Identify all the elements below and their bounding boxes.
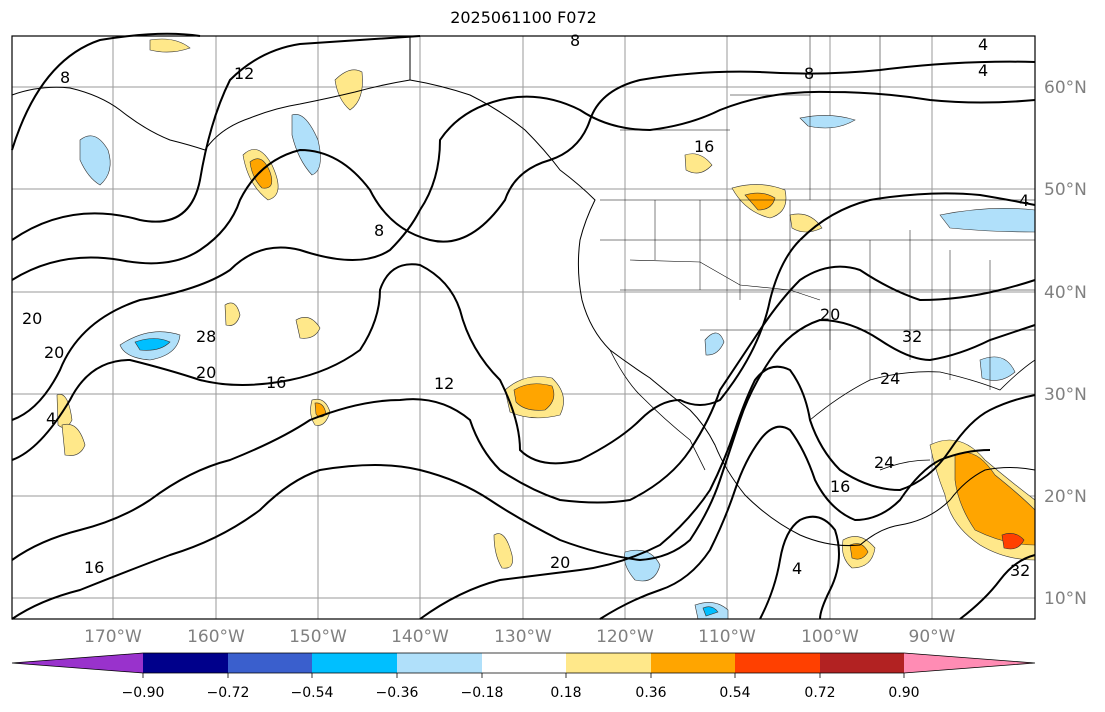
negative-patch <box>704 332 725 356</box>
contour-label: 28 <box>196 327 216 346</box>
colorbar-extend-low <box>12 653 143 673</box>
colorbar-segment <box>735 653 820 673</box>
colorbar: −0.90 −0.72 −0.54 −0.36 −0.18 0.18 0.36 … <box>11 652 1036 701</box>
shaded-fields <box>56 38 1036 620</box>
positive-patch <box>744 192 776 211</box>
contour-label: 4 <box>792 559 802 578</box>
lon-label: 170°W <box>84 627 142 647</box>
contour-label: 8 <box>60 68 70 87</box>
positive-patch <box>61 423 86 456</box>
positive-patch <box>493 533 513 569</box>
contour-label: 4 <box>978 61 988 80</box>
colorbar-tick-label: 0.90 <box>888 685 919 701</box>
lon-label: 110°W <box>698 627 756 647</box>
contour-label: 20 <box>196 363 216 382</box>
colorbar-segment <box>143 653 228 673</box>
lat-label: 40°N <box>1044 283 1087 303</box>
contour-label: 20 <box>820 305 840 324</box>
contour-label: 20 <box>44 343 64 362</box>
lon-label: 130°W <box>494 627 552 647</box>
positive-patch <box>224 302 241 326</box>
map-frame <box>11 35 1036 620</box>
positive-patch <box>295 317 321 339</box>
colorbar-segment <box>397 653 482 673</box>
contour-label: 16 <box>84 558 104 577</box>
lat-label: 30°N <box>1044 385 1087 405</box>
contour-label: 24 <box>880 369 900 388</box>
negative-patch <box>799 115 856 129</box>
lon-label: 150°W <box>289 627 347 647</box>
positive-patch <box>849 543 869 560</box>
lon-label: 160°W <box>187 627 245 647</box>
contour-label: 16 <box>694 137 714 156</box>
contour-label: 32 <box>902 327 922 346</box>
contour-labels: 4 4 4 8 8 8 8 12 12 16 16 16 20 20 20 20… <box>22 31 1030 580</box>
colorbar-segment <box>651 653 735 673</box>
colorbar-tick-label: 0.36 <box>635 685 666 701</box>
lat-label: 60°N <box>1044 78 1087 98</box>
lon-label: 120°W <box>596 627 654 647</box>
graticule <box>12 36 1035 619</box>
colorbar-tick-label: −0.18 <box>461 685 504 701</box>
colorbar-extend-high <box>904 653 1035 673</box>
colorbar-segment <box>566 653 651 673</box>
map-title: 2025061100 F072 <box>450 8 597 27</box>
contour-label: 20 <box>550 553 570 572</box>
contour-label: 8 <box>570 31 580 50</box>
lon-label: 140°W <box>391 627 449 647</box>
contours <box>11 32 1036 620</box>
negative-patch <box>702 606 719 617</box>
colorbar-tick-label: 0.54 <box>719 685 750 701</box>
colorbar-segment <box>482 653 566 673</box>
colorbar-segment <box>312 653 397 673</box>
lat-label: 10°N <box>1044 589 1087 609</box>
colorbar-segment <box>820 653 904 673</box>
colorbar-tick-label: 0.72 <box>804 685 835 701</box>
contour-label: 16 <box>830 477 850 496</box>
negative-patch <box>134 338 171 351</box>
positive-patch <box>513 383 555 411</box>
colorbar-tick-label: −0.72 <box>207 685 250 701</box>
contour-label: 16 <box>266 373 286 392</box>
positive-patch <box>684 153 713 174</box>
negative-patch <box>79 135 111 186</box>
contour-label: 20 <box>22 309 42 328</box>
positive-patch <box>334 69 363 111</box>
colorbar-tick-label: 0.18 <box>550 685 581 701</box>
contour-label: 4 <box>978 35 988 54</box>
colorbar-tick-label: −0.54 <box>291 685 334 701</box>
longitude-labels: 170°W 160°W 150°W 140°W 130°W 120°W 110°… <box>84 627 956 647</box>
contour-label: 8 <box>374 221 384 240</box>
contour-label: 12 <box>234 64 254 83</box>
contour-label: 32 <box>1010 561 1030 580</box>
lon-label: 100°W <box>801 627 859 647</box>
colorbar-tick-label: −0.36 <box>376 685 419 701</box>
contour-label: 4 <box>46 409 56 428</box>
colorbar-tick-label: −0.90 <box>122 685 165 701</box>
positive-patch <box>149 38 191 53</box>
lat-label: 50°N <box>1044 180 1087 200</box>
contour-label: 8 <box>804 64 814 83</box>
colorbar-segment <box>228 653 312 673</box>
contour-label: 4 <box>1019 191 1029 210</box>
negative-patch <box>979 356 1016 381</box>
lon-label: 90°W <box>909 627 956 647</box>
latitude-labels: 60°N 50°N 40°N 30°N 20°N 10°N <box>1044 78 1087 609</box>
contour-label: 24 <box>874 453 894 472</box>
positive-patch <box>56 394 73 428</box>
lat-label: 20°N <box>1044 487 1087 507</box>
negative-patch <box>291 113 321 176</box>
positive-patch <box>1001 533 1025 550</box>
contour-label: 12 <box>434 374 454 393</box>
